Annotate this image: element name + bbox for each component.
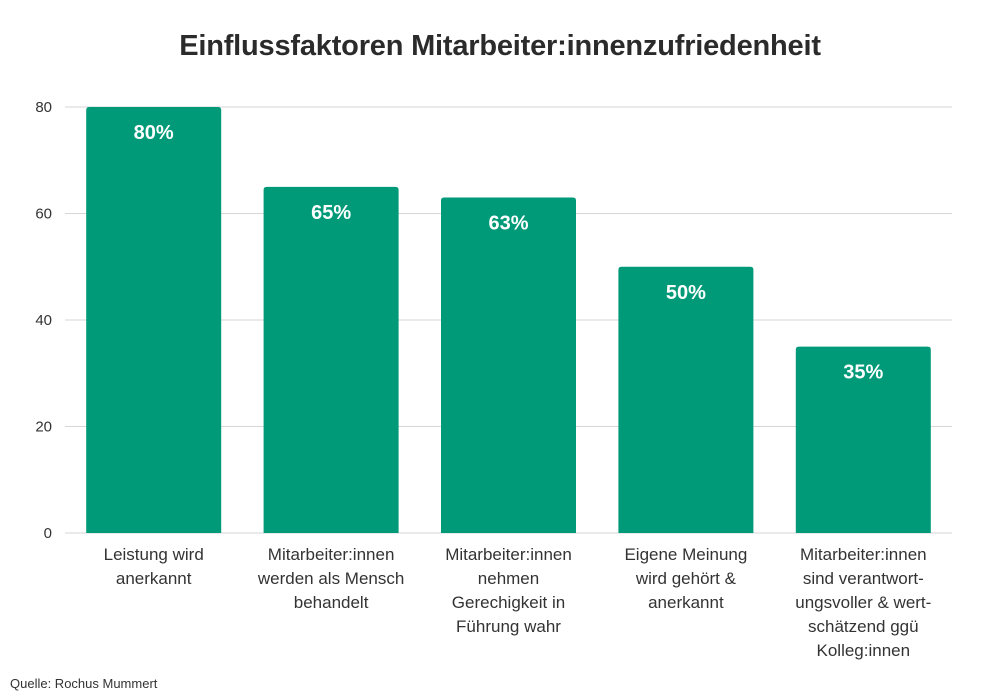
data-label: 35% <box>843 362 883 384</box>
bar <box>441 197 576 533</box>
source-note: Quelle: Rochus Mummert <box>10 676 158 691</box>
x-category-label: Mitarbeiter:innen sind verantwort-ungsvol… <box>795 545 931 660</box>
bar <box>618 266 754 533</box>
y-tick-label: 0 <box>44 525 52 542</box>
bar <box>795 346 931 533</box>
y-tick-label: 60 <box>35 206 52 223</box>
bar <box>263 186 399 533</box>
data-label: 65% <box>311 202 351 224</box>
x-category-label: Leistung wird anerkannt <box>104 545 204 588</box>
y-tick-label: 40 <box>35 312 52 329</box>
chart-title: Einflussfaktoren Mitarbeiter:innenzufrie… <box>179 30 821 62</box>
data-label: 50% <box>666 282 706 304</box>
y-tick-label: 80 <box>35 99 52 116</box>
y-tick-label: 20 <box>35 419 52 436</box>
bar <box>86 107 222 533</box>
x-category-label: Mitarbeiter:innen nehmen Gerechigkeit in Fü… <box>445 545 572 636</box>
x-category-label: Eigene Meinung wird gehört & anerkannt <box>624 545 747 612</box>
data-label: 63% <box>488 213 528 235</box>
data-label: 80% <box>134 122 174 144</box>
x-category-label: Mitarbeiter:innen werden als Mensch behand… <box>257 545 404 612</box>
